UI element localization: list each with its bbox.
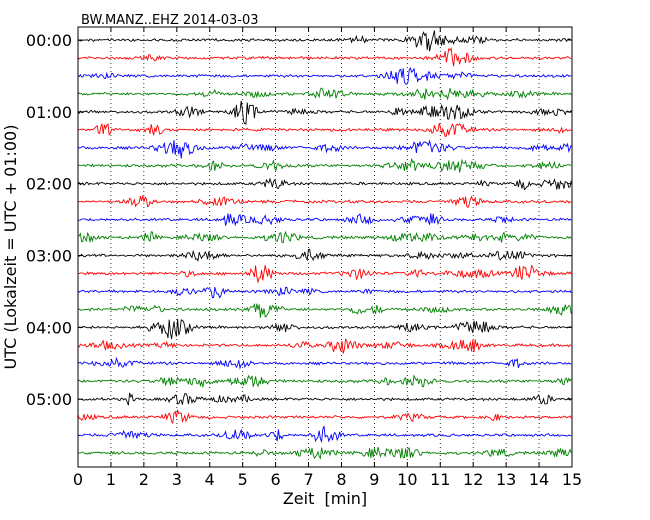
x-tick-label: 12	[463, 470, 483, 489]
y-tick-label: 04:00	[26, 318, 72, 337]
x-tick-label: 6	[271, 470, 281, 489]
trace-line	[77, 195, 572, 209]
chart-title: BW.MANZ..EHZ 2014-03-03	[81, 13, 259, 28]
trace-line	[77, 374, 572, 388]
y-tick-label: 01:00	[26, 103, 72, 122]
trace-line	[77, 356, 572, 370]
trace-line	[77, 30, 572, 52]
x-tick-label: 15	[562, 470, 582, 489]
y-axis-label: UTC (Lokalzeit = UTC + 01:00)	[1, 125, 20, 370]
trace-line	[77, 139, 572, 159]
trace-group	[77, 30, 572, 460]
trace-line	[77, 47, 572, 67]
x-tick-label: 7	[303, 470, 313, 489]
x-axis-label: Zeit [min]	[283, 489, 367, 508]
trace-line	[77, 302, 572, 318]
trace-line	[77, 248, 572, 262]
x-tick-label: 9	[369, 470, 379, 489]
x-tick-label: 1	[106, 470, 116, 489]
x-tick-label: 13	[496, 470, 516, 489]
grid	[110, 27, 540, 467]
x-tick-label: 10	[397, 470, 417, 489]
trace-line	[77, 100, 572, 125]
x-tick-label: 14	[529, 470, 549, 489]
trace-line	[77, 67, 572, 85]
trace-line	[77, 158, 572, 173]
x-tick-label: 11	[430, 470, 450, 489]
x-tick-label: 0	[73, 470, 83, 489]
trace-line	[77, 409, 572, 425]
x-tick-label: 8	[336, 470, 346, 489]
x-tick-label: 5	[238, 470, 248, 489]
x-tick-label: 3	[172, 470, 182, 489]
trace-line	[77, 318, 572, 339]
trace-line	[77, 425, 572, 444]
trace-line	[77, 264, 572, 284]
trace-line	[77, 392, 572, 406]
y-tick-label: 05:00	[26, 390, 72, 409]
trace-line	[77, 447, 572, 460]
y-tick-label: 00:00	[26, 31, 72, 50]
trace-line	[77, 122, 572, 138]
x-tick-label: 2	[139, 470, 149, 489]
trace-line	[77, 177, 572, 191]
y-tick-label: 03:00	[26, 247, 72, 266]
y-axis: 00:00 01:00 02:00 03:00 04:00 05:00	[26, 31, 572, 409]
trace-line	[77, 286, 572, 299]
trace-line	[77, 338, 572, 354]
x-axis: 0 1 2 3 4 5 6 7 8 9 10 11 12 13 14 15	[73, 27, 582, 489]
trace-line	[77, 213, 572, 227]
trace-line	[77, 87, 572, 101]
y-tick-label: 02:00	[26, 175, 72, 194]
x-tick-label: 4	[205, 470, 215, 489]
trace-line	[77, 230, 572, 244]
plot-frame	[77, 26, 573, 468]
